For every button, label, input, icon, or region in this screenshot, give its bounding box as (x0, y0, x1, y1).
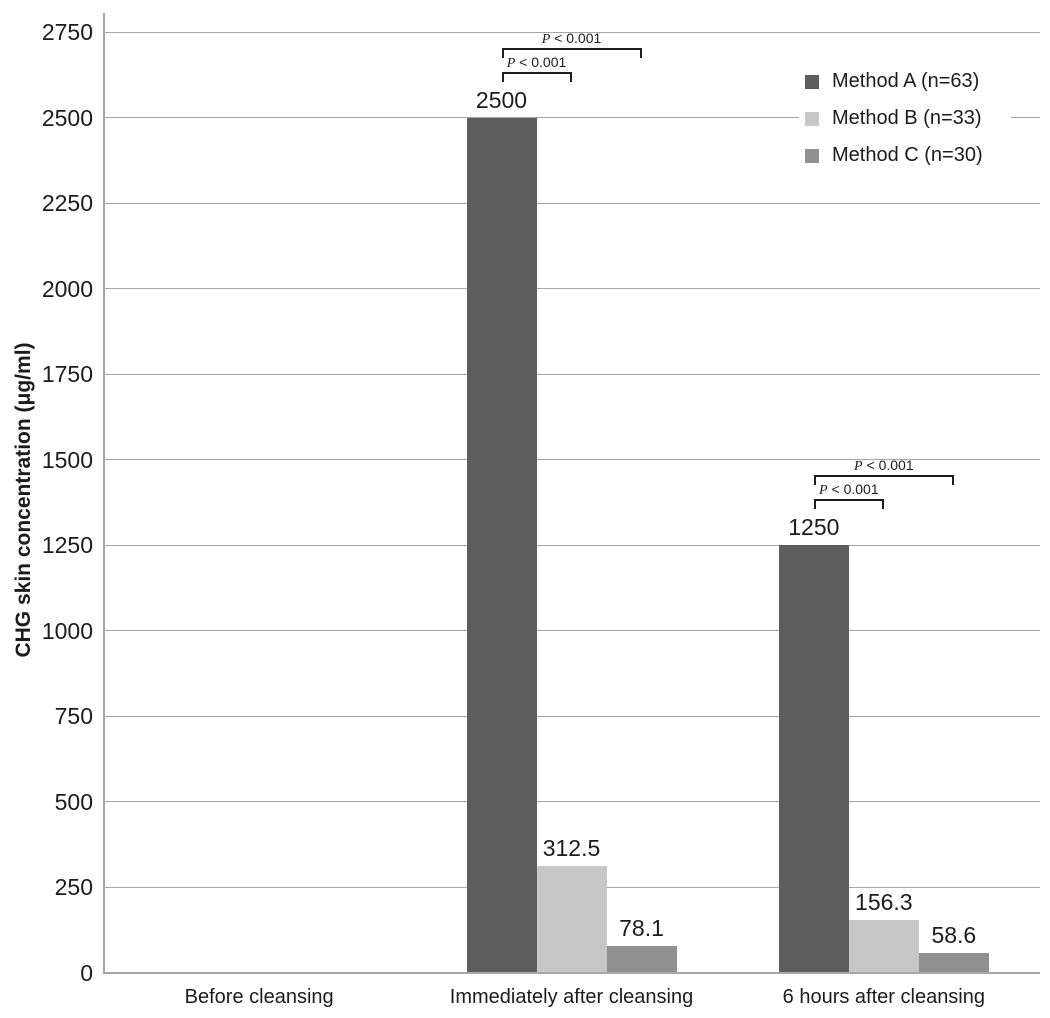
significance-bracket (813, 475, 954, 486)
gridline (103, 459, 1040, 461)
gridline (103, 715, 1040, 717)
x-axis-line (103, 972, 1040, 974)
bar-value-label: 1250 (788, 514, 840, 541)
y-axis-line (103, 13, 105, 974)
bar (606, 946, 677, 973)
legend-label: Method C (n=30) (832, 144, 983, 166)
gridline (103, 544, 1040, 546)
p-value-label: P < 0.001 (506, 53, 567, 71)
x-category-label: Immediately after cleansing (449, 986, 694, 1008)
legend-label: Method A (n=63) (832, 70, 980, 92)
gridline (103, 202, 1040, 204)
legend-item: Method C (n=30) (805, 144, 1005, 167)
gridline (103, 801, 1040, 803)
bar (536, 866, 607, 973)
y-tick-label: 1000 (41, 617, 93, 644)
bar (466, 117, 537, 973)
significance-bracket (501, 47, 642, 58)
y-tick-label: 1250 (41, 532, 93, 559)
y-tick-label: 250 (54, 874, 93, 901)
gridline (103, 117, 1040, 119)
significance-bracket (813, 499, 884, 510)
bar (918, 952, 989, 973)
y-tick-label: 2500 (41, 104, 93, 131)
bar-value-label: 2500 (475, 86, 528, 113)
y-tick-label: 0 (80, 960, 93, 986)
gridline (103, 288, 1040, 290)
p-value-label: P < 0.001 (854, 457, 914, 475)
legend-swatch-icon (805, 148, 819, 163)
y-axis-title: CHG skin concentration (μg/ml) (12, 342, 35, 658)
p-value-label: P < 0.001 (541, 29, 602, 47)
legend-swatch-icon (805, 74, 819, 89)
bar (848, 919, 919, 973)
x-category-label: 6 hours after cleansing (782, 986, 985, 1008)
bar-value-label: 78.1 (619, 915, 664, 942)
y-tick-label: 2750 (41, 19, 93, 45)
y-tick-label: 1750 (41, 361, 93, 388)
gridline (103, 630, 1040, 632)
legend-swatch-icon (805, 111, 819, 126)
legend-item: Method A (n=63) (805, 70, 1005, 93)
y-tick-label: 2250 (41, 190, 93, 217)
p-value-label: P < 0.001 (819, 481, 879, 499)
bar-value-label: 156.3 (855, 888, 913, 915)
gridline (103, 31, 1040, 33)
y-tick-label: 2000 (41, 275, 93, 302)
bar-value-label: 312.5 (542, 835, 601, 862)
bar-value-label: 58.6 (931, 921, 977, 948)
significance-bracket (501, 71, 572, 82)
x-category-label: Before cleansing (184, 986, 334, 1008)
legend: Method A (n=63) Method B (n=33) Method C (… (799, 62, 1011, 173)
legend-item: Method B (n=33) (805, 107, 1005, 130)
bar (778, 545, 849, 973)
y-tick-label: 500 (54, 788, 93, 815)
legend-label: Method B (n=33) (832, 107, 982, 129)
y-tick-label: 750 (54, 703, 93, 730)
y-tick-label: 1500 (41, 446, 93, 473)
gridline (103, 373, 1040, 375)
